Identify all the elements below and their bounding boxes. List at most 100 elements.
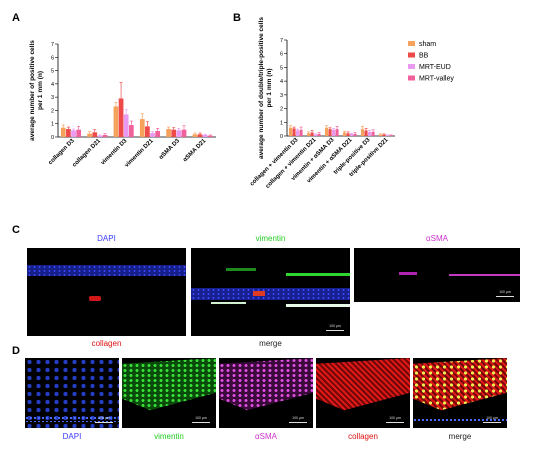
bar [192, 134, 198, 137]
tissue-band [413, 358, 507, 411]
scale-bar-label: 100 μm [486, 416, 498, 420]
scale-bar: 100 μm [289, 416, 307, 423]
bar [342, 132, 347, 136]
bar-chart-a: 0 1 2 3 4 5 6 7 average number of positive cells… [29, 40, 216, 169]
label-d-asma: αSMA [255, 432, 277, 441]
y-axis-label: per 1 mm (n) [266, 68, 273, 107]
y-tick-label: 4 [280, 79, 283, 85]
bar [296, 130, 300, 136]
bar [364, 130, 368, 136]
bar [202, 135, 208, 137]
bar [197, 134, 203, 137]
bar [128, 125, 134, 137]
micrograph-c-collagen [27, 282, 186, 336]
micrograph-c-merge: 100 μm [191, 282, 350, 336]
bar [92, 132, 98, 137]
legend-label: MRT-EUD [419, 64, 451, 71]
legend-label: MRT-valley [419, 76, 454, 83]
legend-swatch [408, 52, 415, 58]
label-c-asma: αSMA [426, 234, 448, 243]
legend-swatch [408, 64, 415, 69]
tissue-band [316, 358, 410, 411]
tissue-band [27, 265, 186, 276]
legend-label: BB [419, 53, 429, 60]
tissue-band [253, 291, 265, 296]
x-tick-label: αSMA D3 [158, 138, 181, 161]
y-tick-label: 6 [280, 52, 283, 58]
label-c-dapi: DAPI [97, 234, 116, 243]
bar [118, 98, 124, 137]
bar [71, 130, 76, 137]
bar [378, 134, 383, 136]
label-d-merge: merge [448, 432, 472, 441]
legend-swatch [408, 41, 415, 46]
bar-chart-b: 0 1 2 3 4 5 6 7 average number of double/triple-… [249, 17, 454, 190]
y-axis-label: average number of double/triple-positive… [258, 17, 265, 159]
bar [353, 133, 357, 136]
scale-bar-label: 100 μm [98, 416, 110, 420]
scale-bar-label: 100 μm [329, 324, 341, 328]
scale-bar: 100 μm [496, 290, 514, 297]
label-d-vimentin: vimentin [154, 432, 184, 441]
x-tick-label: collagen D21 [72, 138, 103, 169]
panel-letter-b: B [233, 12, 241, 24]
tissue-band [226, 268, 256, 271]
legend-label: sham [419, 41, 436, 48]
bar [310, 132, 314, 136]
micrograph-d-dapi: 100 μm [25, 358, 119, 428]
bar [176, 130, 182, 137]
x-tick-label: vimentin D21 [124, 138, 155, 169]
panel-letter-c: C [12, 224, 20, 236]
bar [317, 133, 321, 136]
y-tick-label: 3 [280, 93, 283, 99]
bar [87, 133, 92, 137]
bar [324, 127, 329, 136]
bar [332, 129, 336, 136]
bar [155, 131, 161, 137]
bar [299, 129, 303, 136]
bar [102, 135, 108, 137]
panel-letter-a: A [12, 12, 20, 24]
bar [389, 135, 393, 136]
scale-bar-label: 100 μm [499, 290, 511, 294]
scale-bar: 100 μm [386, 416, 404, 423]
micrograph-c-asma: 100 μm [354, 248, 520, 302]
panel-letter-d: D [12, 345, 20, 357]
label-c-vimentin: vimentin [255, 234, 286, 243]
y-tick-label: 7 [51, 42, 54, 48]
bar [66, 129, 71, 137]
y-tick-label: 1 [51, 122, 54, 128]
scale-bar: 100 μm [483, 416, 501, 423]
bar [150, 133, 155, 137]
bar [145, 126, 150, 137]
bar [123, 114, 129, 137]
y-tick-label: 5 [280, 65, 283, 71]
bar [97, 135, 103, 137]
scale-bar: 100 μm [95, 416, 113, 423]
micrograph-d-asma: 100 μm [219, 358, 313, 428]
y-tick-label: 2 [51, 108, 54, 114]
x-tick-label: αSMA D21 [182, 138, 208, 164]
bar [350, 133, 354, 136]
scale-bar: 100 μm [326, 324, 344, 331]
tissue-band [286, 273, 350, 276]
y-tick-label: 7 [280, 38, 283, 44]
bar [76, 129, 82, 137]
tissue-band [219, 358, 313, 411]
bar [386, 135, 390, 136]
x-tick-label: vimentin D3 [100, 138, 129, 167]
label-c-collagen: collagen [91, 339, 122, 348]
y-tick-label: 6 [51, 55, 54, 61]
y-axis-label: per 1 mm (n) [37, 71, 44, 110]
bar [360, 129, 365, 136]
y-tick-label: 0 [51, 135, 54, 141]
scale-bar: 100 μm [192, 416, 210, 423]
bar [346, 133, 350, 136]
tissue-band [286, 304, 350, 307]
micrograph-d-merge: 100 μm [413, 358, 507, 428]
label-d-collagen: collagen [348, 432, 378, 441]
bar [382, 134, 386, 136]
y-tick-label: 1 [280, 120, 283, 126]
tissue-band [399, 272, 417, 275]
tissue-band [413, 418, 507, 423]
